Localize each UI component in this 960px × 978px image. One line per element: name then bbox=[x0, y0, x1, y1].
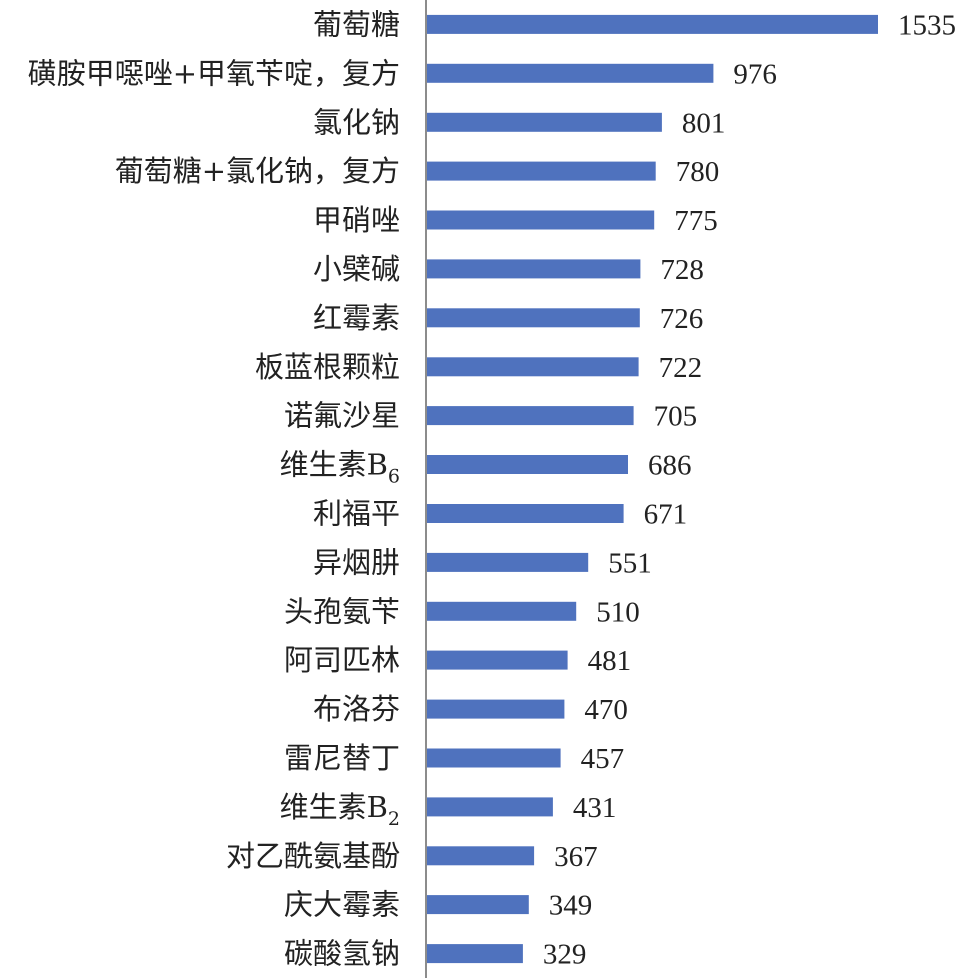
bar bbox=[426, 748, 561, 768]
bars-group bbox=[426, 14, 878, 964]
category-label: 庆大霉素 bbox=[284, 888, 400, 922]
bar bbox=[426, 308, 640, 328]
value-label: 470 bbox=[584, 694, 628, 726]
category-label: 对乙酰氨基酚 bbox=[226, 839, 400, 873]
category-labels: 葡萄糖磺胺甲噁唑+甲氧苄啶，复方氯化钠葡萄糖+氯化钠，复方甲硝唑小檗碱红霉素板蓝… bbox=[28, 8, 400, 971]
category-label: 阿司匹林 bbox=[284, 643, 400, 677]
value-label: 780 bbox=[676, 156, 720, 188]
bar bbox=[426, 699, 565, 719]
bar bbox=[426, 944, 523, 964]
category-label: 维生素B6 bbox=[280, 448, 400, 488]
category-label: 磺胺甲噁唑+甲氧苄啶，复方 bbox=[28, 56, 400, 90]
bar bbox=[426, 504, 624, 523]
value-label: 726 bbox=[660, 303, 704, 335]
bar bbox=[426, 112, 662, 132]
value-label: 510 bbox=[596, 596, 640, 628]
value-label: 349 bbox=[549, 890, 593, 922]
category-label: 葡萄糖+氯化钠，复方 bbox=[115, 154, 400, 188]
value-label: 728 bbox=[660, 254, 704, 286]
value-label: 686 bbox=[648, 450, 692, 482]
value-label: 722 bbox=[659, 352, 703, 384]
value-label: 801 bbox=[682, 107, 726, 139]
bar bbox=[426, 63, 714, 83]
value-label: 457 bbox=[581, 743, 625, 775]
category-label: 诺氟沙星 bbox=[284, 399, 400, 433]
category-label: 头孢氨苄 bbox=[284, 594, 400, 628]
bar bbox=[426, 259, 641, 279]
bar bbox=[426, 846, 535, 866]
value-label: 431 bbox=[573, 792, 617, 824]
category-label: 甲硝唑 bbox=[313, 203, 400, 237]
category-label: 红霉素 bbox=[313, 301, 400, 335]
bar bbox=[426, 650, 568, 670]
bar bbox=[426, 14, 878, 34]
value-label: 367 bbox=[554, 841, 598, 873]
bar bbox=[426, 357, 639, 377]
value-label: 671 bbox=[644, 499, 688, 531]
value-label: 705 bbox=[654, 401, 698, 433]
bar bbox=[426, 406, 634, 426]
category-label: 氯化钠 bbox=[313, 105, 400, 139]
bar bbox=[426, 797, 553, 817]
category-label: 异烟肼 bbox=[313, 545, 400, 579]
bar bbox=[426, 161, 656, 181]
category-label: 布洛芬 bbox=[313, 692, 400, 726]
category-label: 板蓝根颗粒 bbox=[255, 350, 400, 384]
value-label: 551 bbox=[608, 547, 652, 579]
category-label: 维生素B2 bbox=[280, 790, 400, 830]
category-label: 利福平 bbox=[313, 497, 400, 531]
bar bbox=[426, 552, 589, 572]
value-label: 329 bbox=[543, 939, 587, 971]
bar bbox=[426, 601, 577, 621]
bar bbox=[426, 455, 628, 474]
value-label: 775 bbox=[674, 205, 718, 237]
category-label: 小檗碱 bbox=[313, 252, 400, 286]
value-label: 976 bbox=[733, 58, 777, 90]
value-label: 1535 bbox=[898, 10, 956, 42]
value-label: 481 bbox=[588, 645, 632, 677]
category-label: 碳酸氢钠 bbox=[284, 937, 400, 971]
category-label: 雷尼替丁 bbox=[284, 741, 400, 775]
bar bbox=[426, 210, 655, 230]
category-label: 葡萄糖 bbox=[313, 8, 400, 42]
bar bbox=[426, 895, 529, 915]
